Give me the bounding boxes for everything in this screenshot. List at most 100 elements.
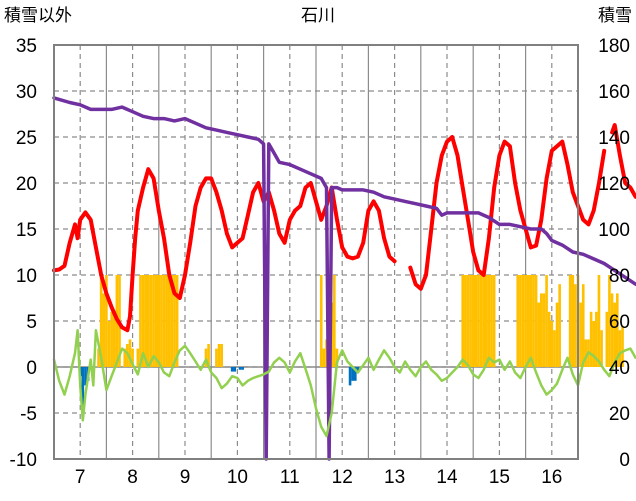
series-3-bar (131, 348, 134, 367)
series-3-bar (107, 321, 111, 367)
series-3-bar (589, 311, 593, 367)
series-3-bar (147, 275, 150, 367)
left-tick-label: 0 (26, 358, 37, 379)
right-tick-label: 180 (598, 36, 630, 57)
series-3-bar (537, 302, 541, 367)
series-3-bar (532, 275, 535, 367)
series-4-bar (233, 367, 237, 372)
series-3-bar (610, 293, 614, 367)
series-3-bar (534, 275, 538, 367)
series-3-bar (600, 330, 603, 367)
series-3-bar (553, 330, 556, 367)
series-3-bar (545, 275, 548, 367)
series-3-bar (152, 275, 155, 367)
series-4-bar (238, 367, 242, 370)
series-3-bar (482, 275, 485, 367)
series-3-bar (149, 275, 153, 367)
right-tick-label: 0 (619, 450, 630, 471)
series-3-bar (581, 284, 585, 367)
series-3-bar (128, 339, 132, 367)
series-3-bar (595, 311, 598, 367)
left-tick-label: 20 (16, 174, 37, 195)
left-tick-label: -10 (10, 450, 37, 471)
x-tick-label: 15 (489, 467, 510, 488)
series-3-bar (608, 275, 611, 367)
series-3-bar (597, 275, 601, 367)
series-4-bar (230, 367, 234, 372)
series-3-bar (173, 275, 176, 367)
series-3-bar (144, 275, 148, 367)
series-3-bar (322, 348, 326, 367)
series-3-bar (165, 275, 168, 367)
series-4-bar (241, 367, 244, 370)
left-tick-label: 35 (16, 36, 37, 57)
series-2-line (52, 328, 636, 438)
series-4-bar (353, 367, 357, 381)
series-3-bar (471, 275, 475, 367)
right-tick-label: 20 (609, 404, 630, 425)
series-3-bar (157, 275, 161, 367)
series-3-bar (204, 348, 208, 367)
series-3-bar (110, 311, 113, 367)
series-3-bar (516, 275, 520, 367)
series-3-bar (547, 311, 551, 367)
series-3-bar (123, 348, 127, 367)
grid-lines (53, 45, 578, 459)
series-1-line (52, 96, 636, 461)
x-tick-label: 10 (227, 467, 248, 488)
series-4-bar (84, 367, 87, 386)
series-0-line (408, 135, 607, 291)
series-3-bar (319, 275, 323, 367)
series-3-bar (139, 275, 142, 367)
series-3-bar (461, 275, 465, 367)
series-3-bar (618, 330, 622, 367)
series-3-bar (524, 275, 527, 367)
series-3-bar (217, 344, 221, 367)
series-3-bar (474, 275, 478, 367)
series-3-bar (550, 321, 554, 367)
right-tick-label: 60 (609, 312, 630, 333)
right-tick-label: 160 (598, 82, 630, 103)
series-3-bar (615, 293, 619, 367)
series-3-bar (175, 275, 179, 367)
right-axis-ticks: 0 20 40 60 80 100 120 140 160 180 (598, 36, 630, 471)
series-3-bar (170, 275, 174, 367)
series-3-bar (97, 348, 100, 367)
series-3-bar (521, 275, 525, 367)
series-3-bar (466, 275, 470, 367)
series-3-bar (167, 275, 171, 367)
series-3-bar (574, 284, 577, 367)
right-tick-label: 120 (598, 174, 630, 195)
series-3-bar (605, 311, 609, 367)
series-3-bar (490, 275, 493, 367)
series-3-bar (621, 325, 624, 367)
x-tick-label: 14 (436, 467, 458, 488)
left-tick-label: 15 (16, 220, 37, 241)
series-3-bar (335, 348, 339, 367)
series-3-bar (492, 275, 496, 367)
right-tick-label: 40 (609, 358, 630, 379)
x-tick-label: 9 (180, 467, 191, 488)
series-3-bar (592, 321, 596, 367)
series-3-bar (464, 275, 467, 367)
series-0-line (610, 123, 636, 199)
series-3-bar (487, 275, 491, 367)
series-3-bar (160, 275, 163, 367)
left-tick-label: 10 (16, 266, 37, 287)
series-3-bar (571, 275, 575, 367)
series-4-bar (351, 367, 354, 381)
left-tick-label: 5 (26, 312, 37, 333)
series-3-bar (542, 293, 546, 367)
series-3-bar (162, 275, 166, 367)
line-series (52, 96, 636, 461)
x-tick-label: 8 (127, 467, 138, 488)
series-3-bar (558, 284, 561, 367)
x-tick-label: 12 (332, 467, 353, 488)
series-4-bar (356, 367, 360, 372)
series-3-bar (613, 302, 616, 367)
series-3-bar (477, 275, 480, 367)
series-3-bar (555, 302, 559, 367)
left-tick-label: 30 (16, 82, 37, 103)
series-3-bar (584, 339, 588, 367)
series-3-bar (141, 275, 145, 367)
